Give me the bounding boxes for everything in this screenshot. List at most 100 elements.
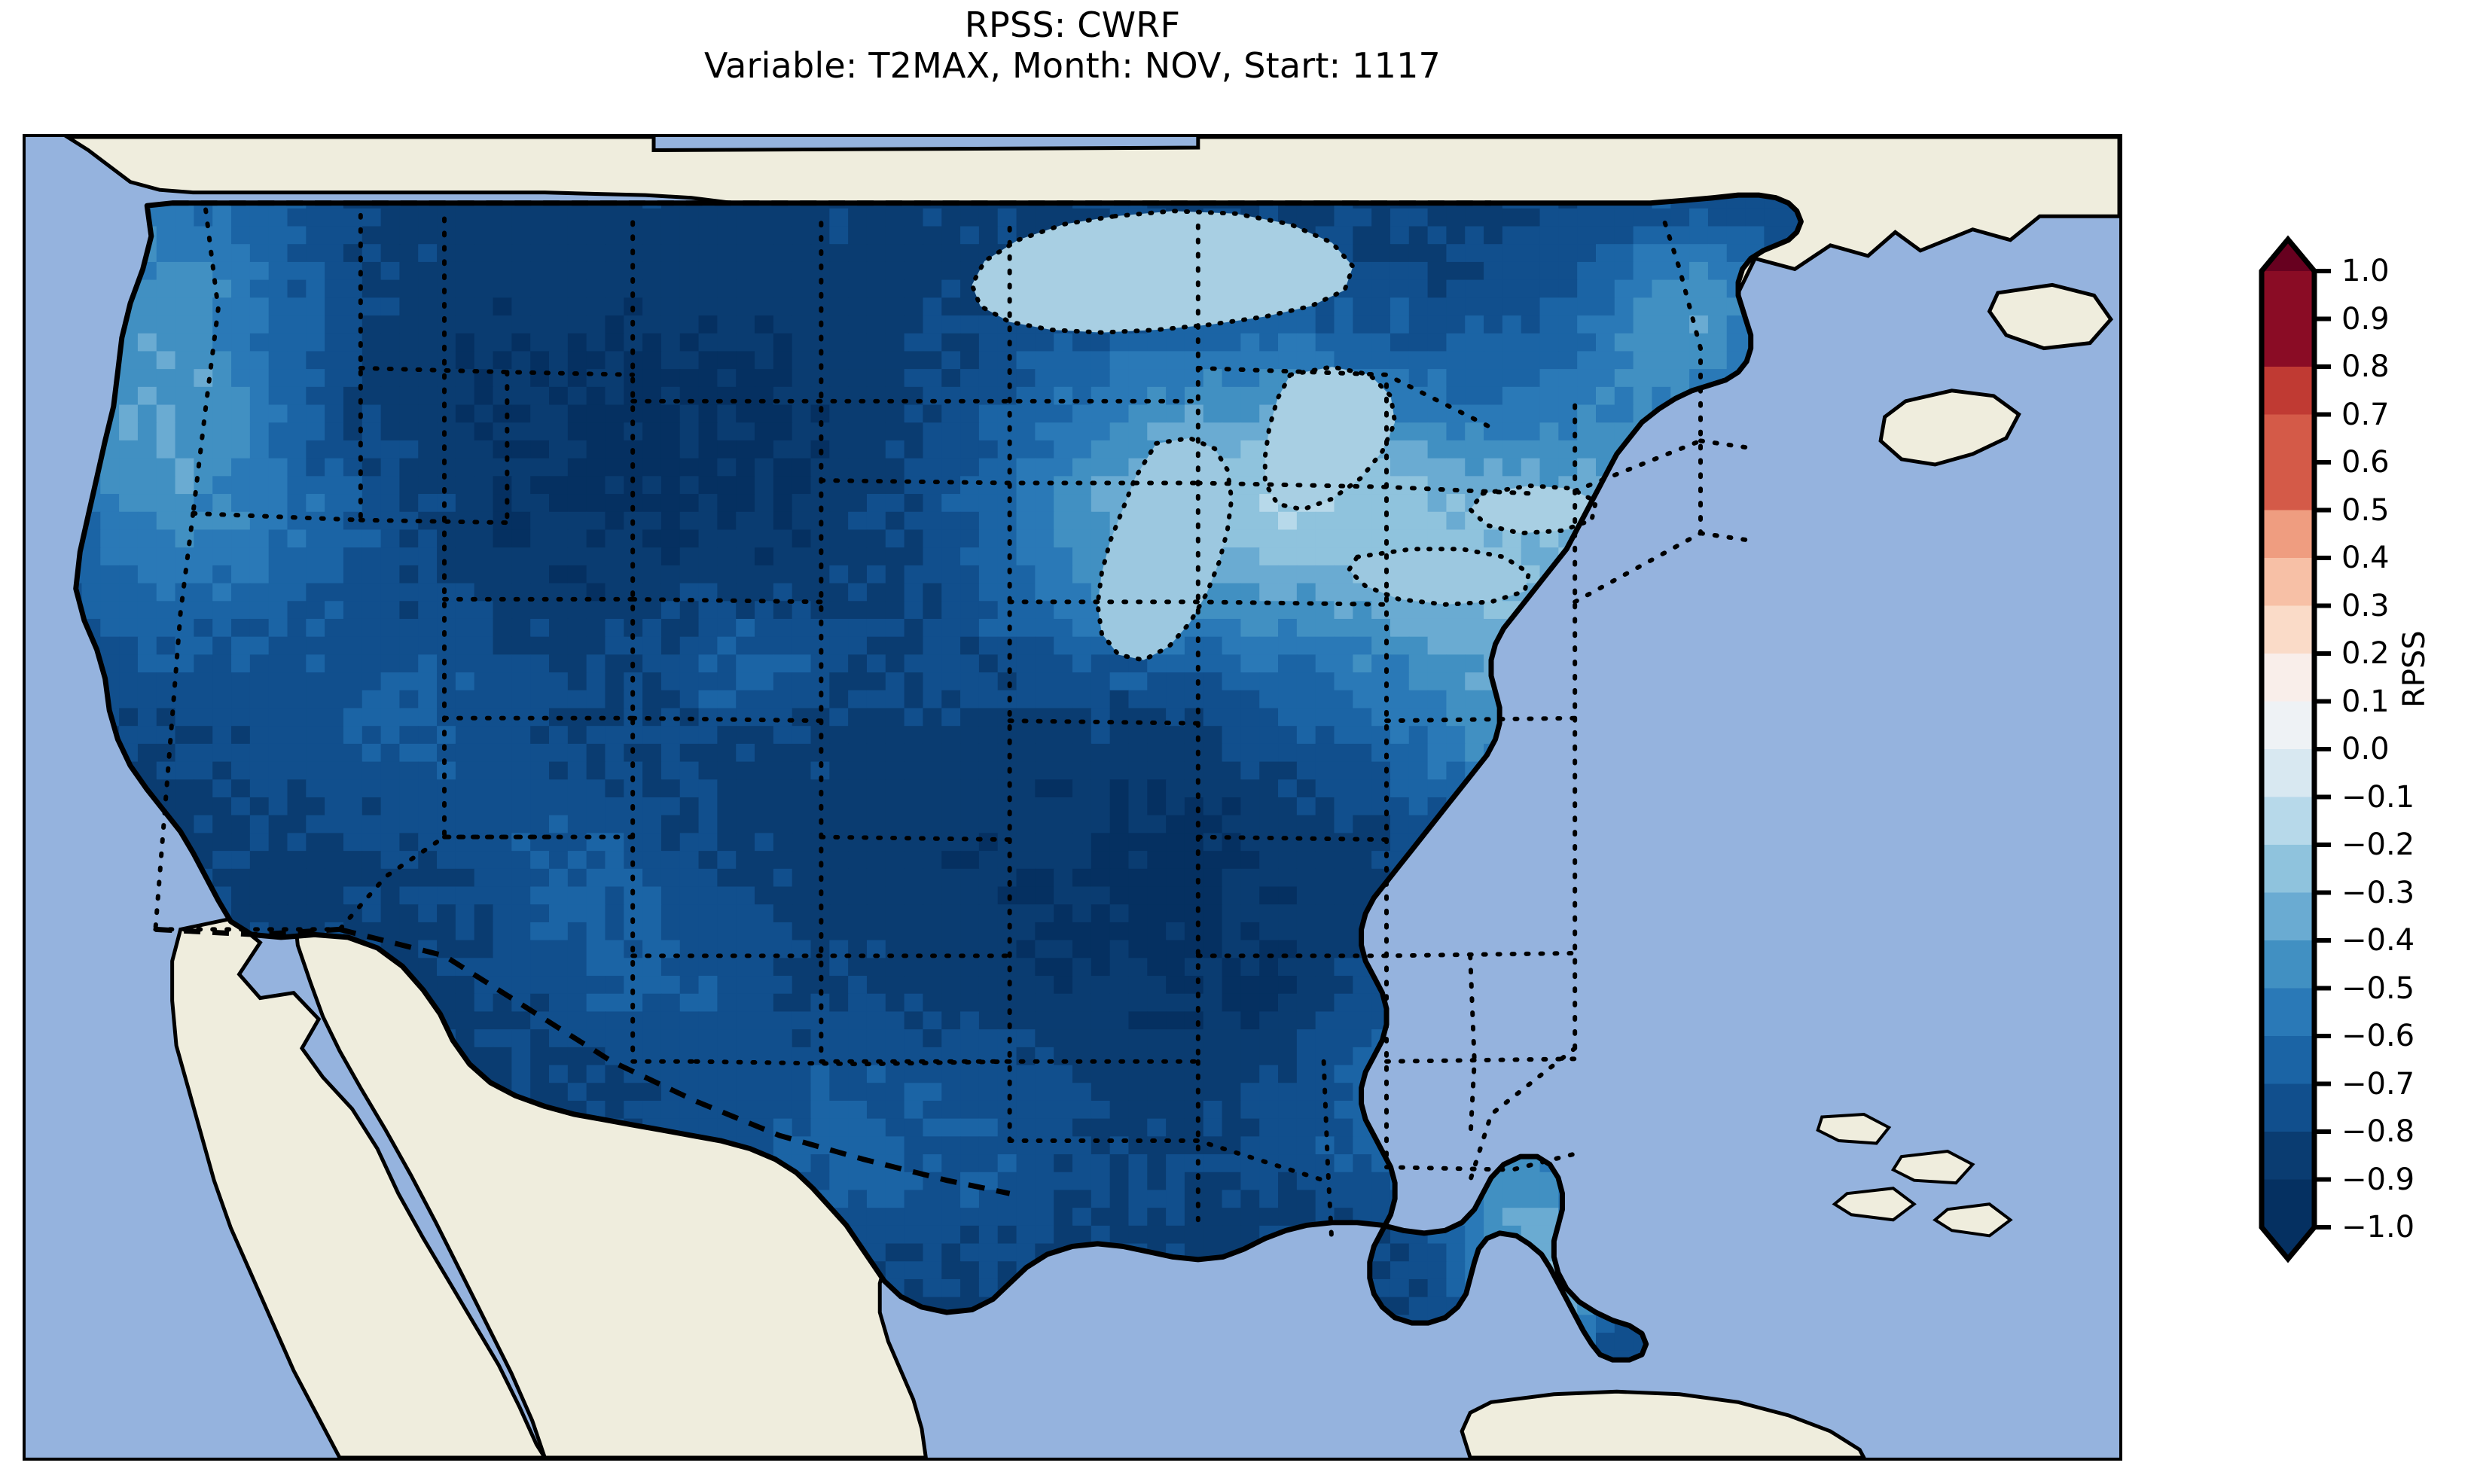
rpss-grid-cell — [1203, 708, 1223, 727]
rpss-grid-cell — [960, 868, 980, 888]
rpss-grid-cell — [530, 618, 550, 638]
rpss-grid-cell — [268, 868, 288, 888]
rpss-grid-cell — [941, 208, 961, 227]
rpss-grid-cell — [642, 851, 662, 870]
rpss-grid-cell — [1596, 440, 1615, 459]
rpss-grid-cell — [755, 815, 774, 834]
rpss-grid-cell — [530, 279, 550, 299]
rpss-grid-cell — [755, 761, 774, 780]
rpss-grid-cell — [361, 601, 382, 620]
rpss-grid-cell — [455, 529, 475, 548]
rpss-grid-cell — [268, 761, 288, 780]
landmass-cuba — [1460, 1389, 1866, 1458]
rpss-grid-cell — [997, 440, 1017, 459]
rpss-grid-cell — [156, 261, 176, 281]
rpss-grid-cell — [829, 261, 849, 281]
rpss-grid-cell — [866, 672, 886, 691]
rpss-grid-cell — [1016, 868, 1036, 888]
rpss-grid-cell — [698, 208, 718, 227]
rpss-grid-cell — [212, 351, 232, 370]
rpss-grid-cell — [156, 279, 176, 299]
rpss-grid-cell — [1166, 833, 1185, 852]
rpss-grid-cell — [1240, 761, 1260, 780]
rpss-grid-cell — [1408, 315, 1429, 334]
rpss-grid-cell — [755, 672, 774, 691]
rpss-grid-cell — [530, 601, 550, 620]
rpss-grid-cell — [1296, 833, 1316, 852]
rpss-grid-cell — [1707, 351, 1728, 370]
rpss-grid-cell — [1016, 547, 1036, 566]
rpss-grid-cell — [325, 422, 344, 441]
rpss-grid-cell — [455, 440, 475, 459]
rpss-grid-cell — [1240, 386, 1260, 406]
rpss-grid-cell — [978, 654, 999, 673]
rpss-grid-cell — [1614, 244, 1634, 263]
rpss-grid-cell — [1408, 618, 1429, 638]
rpss-grid-cell — [1054, 761, 1073, 780]
rpss-grid-cell — [736, 511, 755, 531]
rpss-grid-cell — [1577, 422, 1597, 441]
rpss-grid-cell — [848, 440, 868, 459]
rpss-grid-cell — [287, 690, 307, 709]
rpss-grid-cell — [549, 851, 569, 870]
rpss-grid-cell — [380, 565, 401, 584]
rpss-grid-cell — [1353, 333, 1372, 352]
rpss-grid-cell — [1577, 458, 1597, 477]
rpss-grid-cell — [287, 529, 307, 548]
rpss-grid-cell — [418, 636, 438, 656]
rpss-grid-cell — [642, 815, 662, 834]
rpss-grid-cell — [1334, 583, 1354, 602]
rpss-grid-cell — [885, 333, 905, 352]
rpss-grid-cell — [474, 547, 494, 566]
rpss-grid-cell — [1203, 761, 1223, 780]
rpss-grid-cell — [231, 761, 251, 780]
rpss-grid-cell — [960, 672, 980, 691]
rpss-grid-cell — [923, 690, 942, 709]
rpss-grid-cell — [399, 761, 419, 780]
rpss-grid-cell — [1222, 618, 1242, 638]
rpss-grid-cell — [960, 351, 980, 370]
rpss-grid-cell — [885, 369, 905, 388]
rpss-grid-cell — [399, 833, 419, 852]
rpss-grid-cell — [923, 618, 942, 638]
rpss-grid-cell — [287, 494, 307, 513]
rpss-grid-cell — [1353, 636, 1372, 656]
rpss-grid-cell — [231, 279, 251, 299]
rpss-grid-cell — [660, 244, 681, 263]
rpss-grid-cell — [605, 868, 624, 888]
rpss-grid-cell — [773, 279, 793, 299]
rpss-grid-cell — [1539, 279, 1560, 299]
rpss-grid-cell — [1278, 851, 1298, 870]
rpss-grid-cell — [530, 386, 550, 406]
rpss-grid-cell — [848, 868, 868, 888]
rpss-grid-cell — [698, 779, 718, 798]
rpss-grid-cell — [343, 601, 363, 620]
rpss-grid-cell — [1054, 476, 1073, 495]
rpss-grid-cell — [1128, 440, 1148, 459]
rpss-grid-cell — [960, 208, 980, 227]
rpss-grid-cell — [418, 618, 438, 638]
rpss-grid-cell — [1016, 369, 1036, 388]
rpss-grid-cell — [1558, 208, 1578, 227]
rpss-grid-cell — [792, 279, 812, 299]
rpss-grid-cell — [960, 565, 980, 584]
rpss-grid-cell — [717, 886, 737, 905]
rpss-grid-cell — [1109, 369, 1130, 388]
rpss-grid-cell — [660, 601, 681, 620]
rpss-grid-cell — [1016, 672, 1036, 691]
rpss-grid-cell — [792, 404, 812, 423]
rpss-grid-cell — [866, 208, 886, 227]
rpss-grid-cell — [437, 797, 456, 816]
rpss-grid-cell — [848, 583, 868, 602]
rpss-grid-cell — [567, 868, 587, 888]
rpss-grid-cell — [885, 494, 905, 513]
rpss-grid-cell — [399, 886, 419, 905]
rpss-grid-cell — [437, 208, 456, 227]
rpss-grid-cell — [1016, 494, 1036, 513]
rpss-grid-cell — [1371, 494, 1391, 513]
landmass-bahamas-1 — [1816, 1112, 1892, 1145]
rpss-grid-cell — [1539, 297, 1560, 316]
rpss-grid-cell — [194, 315, 213, 334]
rpss-grid-cell — [829, 708, 849, 727]
rpss-grid-cell — [1334, 529, 1354, 548]
